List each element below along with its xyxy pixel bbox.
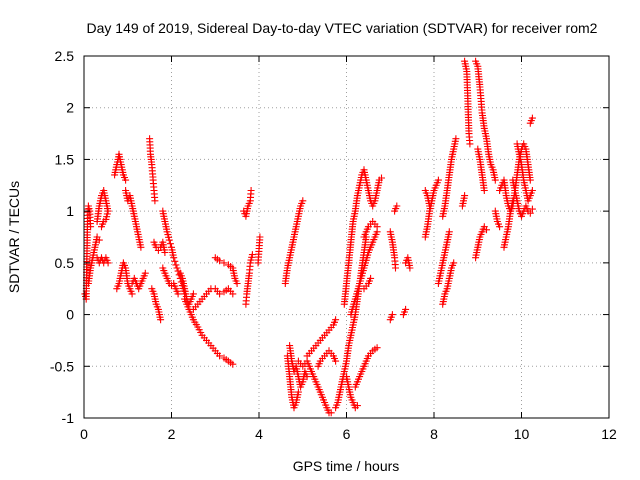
x-axis-label: GPS time / hours <box>293 458 400 474</box>
data-point <box>216 352 224 360</box>
y-axis-tick-labels: -1 -0.5 0 0.5 1 1.5 2 2.5 <box>50 48 74 426</box>
data-point <box>526 209 534 217</box>
data-point <box>174 290 182 298</box>
data-point <box>229 290 237 298</box>
data-points <box>81 57 536 417</box>
data-point <box>483 226 490 234</box>
data-point <box>166 240 174 248</box>
data-point <box>388 311 396 319</box>
data-point <box>104 259 112 267</box>
data-point <box>303 373 311 381</box>
data-point <box>332 316 340 324</box>
data-point <box>151 197 159 205</box>
data-point <box>248 251 256 259</box>
data-point <box>95 236 103 244</box>
data-point <box>157 316 165 324</box>
data-point <box>528 114 536 122</box>
data-point <box>122 176 130 184</box>
data-point <box>373 223 381 231</box>
data-point <box>256 233 264 241</box>
data-point <box>480 187 488 194</box>
data-point <box>141 269 149 277</box>
x-tick-label: 2 <box>168 426 176 442</box>
data-point <box>172 261 180 269</box>
x-tick-label: 12 <box>601 426 617 442</box>
y-tick-label: 1.5 <box>55 151 75 167</box>
x-tick-label: 6 <box>343 426 351 442</box>
data-point <box>367 274 375 282</box>
data-point <box>452 135 460 143</box>
chart-title: Day 149 of 2019, Sidereal Day-to-day VTE… <box>87 20 598 36</box>
data-point <box>216 290 224 298</box>
data-point <box>161 249 169 256</box>
data-point <box>170 254 178 262</box>
data-point <box>294 388 302 396</box>
y-tick-label: -0.5 <box>50 358 74 374</box>
data-point <box>445 228 453 236</box>
data-point <box>353 402 361 410</box>
data-point <box>406 264 414 272</box>
data-point <box>189 290 197 298</box>
data-point <box>528 205 536 213</box>
data-point <box>165 236 173 244</box>
y-axis-label: SDTVAR / TECUs <box>6 181 22 293</box>
data-point <box>528 187 536 194</box>
data-point <box>229 360 237 368</box>
y-tick-label: 1 <box>66 203 74 219</box>
data-point <box>466 140 474 148</box>
y-tick-label: 2 <box>66 100 74 116</box>
data-point <box>392 264 399 272</box>
data-point <box>87 223 95 231</box>
y-tick-label: -1 <box>62 410 75 426</box>
data-point <box>526 176 534 184</box>
data-point <box>137 243 145 251</box>
data-point <box>128 290 136 298</box>
data-point <box>327 409 335 417</box>
data-point <box>171 257 179 265</box>
data-point <box>233 280 241 287</box>
data-point <box>332 357 340 365</box>
data-point <box>173 264 181 272</box>
data-point <box>496 223 504 231</box>
y-tick-label: 2.5 <box>55 48 75 64</box>
data-point <box>373 344 381 352</box>
data-point <box>247 187 255 194</box>
y-tick-label: 0 <box>66 307 74 323</box>
y-tick-label: 0.5 <box>55 255 75 271</box>
x-tick-label: 0 <box>80 426 88 442</box>
data-point <box>299 197 307 205</box>
x-tick-label: 4 <box>255 426 263 442</box>
data-point <box>393 202 401 210</box>
data-point <box>402 305 410 313</box>
data-point <box>216 257 224 265</box>
data-point <box>491 176 499 184</box>
x-tick-label: 10 <box>514 426 530 442</box>
data-point <box>220 259 228 267</box>
data-point <box>98 223 105 231</box>
x-tick-label: 8 <box>430 426 438 442</box>
axis-ticks <box>83 55 610 419</box>
data-point <box>378 174 385 182</box>
data-point <box>450 259 458 267</box>
data-point <box>434 176 442 184</box>
data-point <box>461 192 469 200</box>
data-point <box>426 202 434 210</box>
x-axis-tick-labels: 0 2 4 6 8 10 12 <box>80 426 617 442</box>
